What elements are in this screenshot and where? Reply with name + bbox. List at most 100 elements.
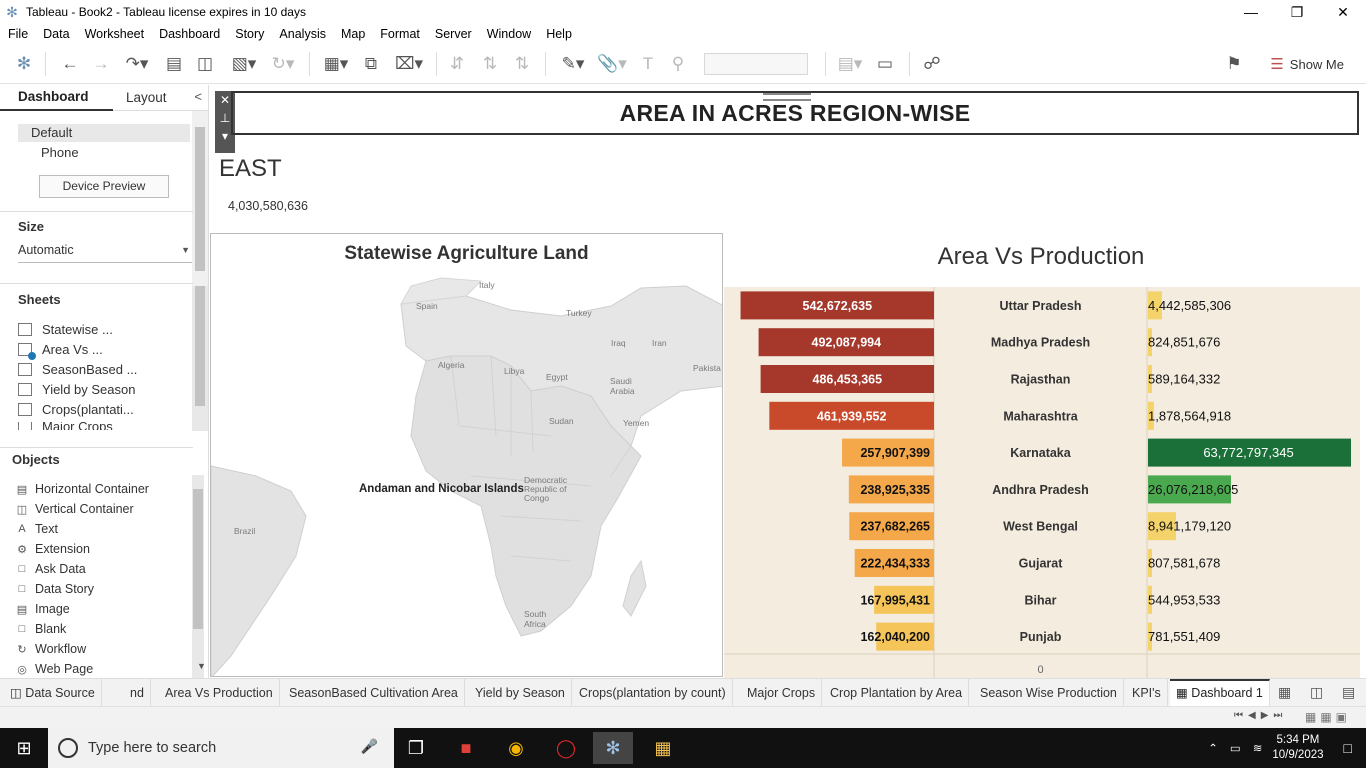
tab-sheet[interactable]: SeasonBased Cultivation Area xyxy=(283,679,465,707)
new-data-source-icon[interactable]: ◫ xyxy=(196,54,214,73)
highlight-icon[interactable]: ✎▾ xyxy=(561,54,585,73)
size-select[interactable]: Automatic ▼ xyxy=(18,243,192,263)
remove-object-icon[interactable]: ✕ xyxy=(219,93,231,107)
battery-icon[interactable]: ▭ xyxy=(1229,743,1241,755)
tab-sheet[interactable]: Yield by Season xyxy=(469,679,572,707)
menu-file[interactable]: File xyxy=(8,27,29,41)
tab-sheet[interactable]: KPI's xyxy=(1126,679,1168,707)
tab-sheet[interactable]: Crops(plantation by count) xyxy=(573,679,733,707)
wifi-icon[interactable]: ≋ xyxy=(1252,743,1263,755)
new-worksheet-tab-icon[interactable]: ▦ xyxy=(1278,684,1292,700)
replay-icon[interactable]: ↷▾ xyxy=(125,54,149,73)
taskbar-search[interactable]: Type here to search 🎤 xyxy=(48,728,394,768)
refresh-icon[interactable]: ↻▾ xyxy=(271,54,295,73)
presentation-mode-icon[interactable]: ▭ xyxy=(876,54,894,73)
save-icon[interactable]: ▤ xyxy=(165,54,183,73)
clock[interactable]: 5:34 PM 10/9/2023 xyxy=(1272,733,1323,763)
tab-sheet[interactable]: Major Crops xyxy=(741,679,823,707)
dashboard-title-box[interactable]: AREA IN ACRES REGION-WISE xyxy=(231,91,1359,135)
map-panel[interactable]: Statewise Agriculture Land Spain Italy T… xyxy=(210,233,723,677)
object-vertical-container[interactable]: ◫ Vertical Container xyxy=(16,502,134,516)
device-scrollbar[interactable] xyxy=(192,111,208,286)
tab-sheet[interactable]: nd xyxy=(124,679,151,707)
more-options-icon[interactable]: ▾ xyxy=(221,129,229,143)
device-preview-button[interactable]: Device Preview xyxy=(39,175,169,198)
tab-sheet[interactable]: Area Vs Production xyxy=(159,679,280,707)
file-explorer-icon[interactable]: ▦ xyxy=(654,737,672,758)
new-worksheet-icon[interactable]: ▦▾ xyxy=(323,54,349,73)
restore-icon[interactable]: ❐ xyxy=(1290,3,1304,20)
drag-handle-icon[interactable] xyxy=(763,93,811,101)
object-web-page[interactable]: ◎ Web Page xyxy=(16,662,93,676)
object-blank[interactable]: □ Blank xyxy=(16,622,67,636)
tab-data-source[interactable]: ◫ Data Source xyxy=(4,679,102,707)
menu-worksheet[interactable]: Worksheet xyxy=(84,27,145,41)
new-dashboard-tab-icon[interactable]: ◫ xyxy=(1310,684,1324,700)
collapse-panel-icon[interactable]: < xyxy=(194,89,202,104)
tableau-taskbar-icon[interactable]: ✻ xyxy=(593,732,633,764)
share-icon[interactable]: ☍ xyxy=(923,54,941,73)
task-view-icon[interactable]: ❐ xyxy=(407,737,425,758)
chrome-icon[interactable]: ◉ xyxy=(508,737,524,758)
redo-icon[interactable]: → xyxy=(92,54,110,73)
notifications-icon[interactable]: □ xyxy=(1343,740,1352,756)
sheet-item[interactable]: Major Crops xyxy=(18,422,113,430)
fix-axes-icon[interactable]: ⚲ xyxy=(671,54,685,73)
menu-dashboard[interactable]: Dashboard xyxy=(159,27,221,41)
tab-dashboard[interactable]: Dashboard xyxy=(0,85,113,111)
fit-dropdown[interactable] xyxy=(704,53,808,75)
map-area[interactable]: Spain Italy Turkey Algeria Libya Egypt I… xyxy=(211,276,722,676)
show-me-button[interactable]: ☰ Show Me xyxy=(1270,44,1344,84)
view-mode-icons[interactable]: ▦▦▣ xyxy=(1305,710,1352,724)
object-horizontal-container[interactable]: ▤ Horizontal Container xyxy=(16,482,149,496)
sheet-item[interactable]: SeasonBased ... xyxy=(18,362,137,377)
tableau-home-icon[interactable]: ✻ xyxy=(16,54,32,73)
chart-area[interactable]: 542,672,635 Uttar Pradesh 4,442,585,306 492… xyxy=(724,287,1360,678)
tab-sheet[interactable]: Season Wise Production xyxy=(974,679,1124,707)
menu-format[interactable]: Format xyxy=(380,27,420,41)
duplicate-icon[interactable]: ⧉ xyxy=(364,54,378,73)
show-labels-icon[interactable]: T xyxy=(642,54,654,73)
sheet-item[interactable]: Yield by Season xyxy=(18,382,135,397)
group-icon[interactable]: 📎▾ xyxy=(597,54,627,73)
fit-icon[interactable]: ▤▾ xyxy=(837,54,863,73)
map-mark-label[interactable]: Andaman and Nicobar Islands xyxy=(359,483,524,495)
chevron-up-icon[interactable]: ⌃ xyxy=(1208,743,1218,755)
object-data-story[interactable]: □ Data Story xyxy=(16,582,94,596)
pause-updates-icon[interactable]: ▧▾ xyxy=(231,54,257,73)
scroll-down-icon[interactable]: ▼ xyxy=(197,661,206,671)
pin-icon[interactable]: ⊥ xyxy=(219,111,231,125)
menu-data[interactable]: Data xyxy=(43,27,70,41)
device-default[interactable]: Default xyxy=(31,125,73,140)
microphone-icon[interactable]: 🎤 xyxy=(360,738,378,754)
opera-icon[interactable]: ◯ xyxy=(555,737,577,758)
object-extension[interactable]: ⚙ Extension xyxy=(16,542,90,556)
new-story-tab-icon[interactable]: ▤ xyxy=(1342,684,1356,700)
objects-scrollbar[interactable] xyxy=(192,475,204,678)
object-text[interactable]: A Text xyxy=(16,522,58,536)
sheet-item[interactable]: Crops(plantati... xyxy=(18,402,134,417)
object-ask-data[interactable]: □ Ask Data xyxy=(16,562,86,576)
sort-ascending-icon[interactable]: ⇅ xyxy=(482,54,498,73)
device-phone[interactable]: Phone xyxy=(41,145,79,160)
clear-sheet-icon[interactable]: ⌧▾ xyxy=(394,54,424,73)
object-image[interactable]: ▤ Image xyxy=(16,602,70,616)
swap-icon[interactable]: ⇵ xyxy=(449,54,465,73)
sheet-navigation-icons[interactable]: ⏮◀▶⏭ xyxy=(1234,710,1288,721)
windows-start-icon[interactable]: ⊞ xyxy=(16,737,32,758)
close-icon[interactable]: ✕ xyxy=(1337,3,1349,20)
minimize-icon[interactable]: — xyxy=(1244,4,1258,20)
sort-descending-icon[interactable]: ⇅ xyxy=(514,54,530,73)
tab-dashboard-1[interactable]: ▦ Dashboard 1 xyxy=(1170,679,1270,707)
app-icon[interactable]: ■ xyxy=(460,737,472,758)
sheet-item[interactable]: Statewise ... xyxy=(18,322,113,337)
menu-analysis[interactable]: Analysis xyxy=(279,27,326,41)
sheets-scrollbar[interactable] xyxy=(192,286,208,431)
menu-window[interactable]: Window xyxy=(486,27,532,41)
tab-sheet[interactable]: Crop Plantation by Area xyxy=(824,679,970,707)
undo-icon[interactable]: ← xyxy=(61,54,79,73)
menu-story[interactable]: Story xyxy=(235,27,265,41)
menu-server[interactable]: Server xyxy=(434,27,472,41)
sheet-item[interactable]: Area Vs ... xyxy=(18,342,103,360)
tab-layout[interactable]: Layout xyxy=(126,90,167,105)
